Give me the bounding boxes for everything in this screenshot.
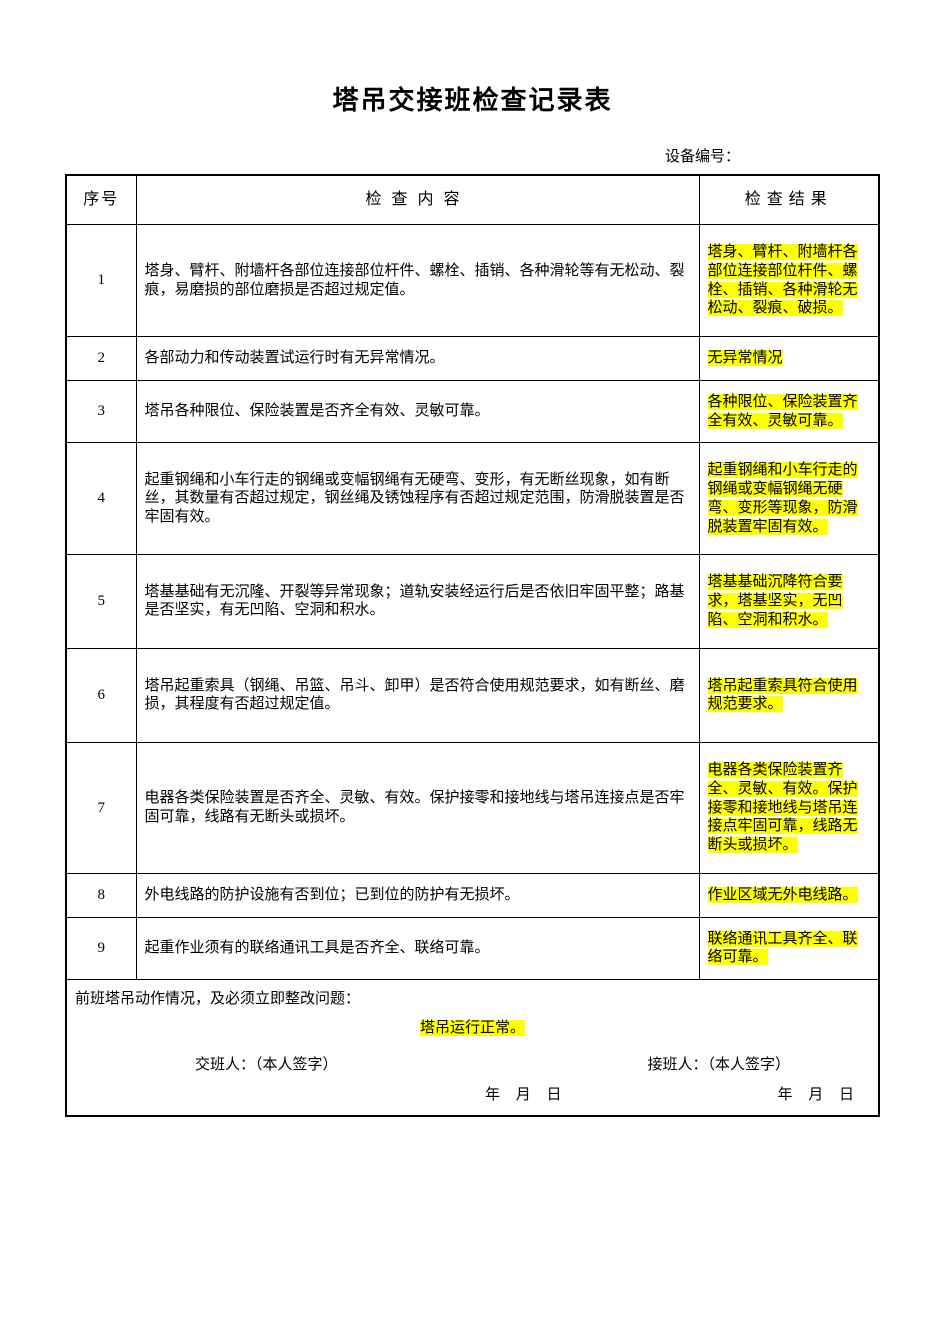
highlight-text: 电器各类保险装置齐全、灵敏、有效。保护接零和接地线与塔吊连接点牢固可靠，线路无断… xyxy=(708,762,858,853)
footer-cell: 前班塔吊动作情况，及必须立即整改问题： 塔吊运行正常。 交班人：（本人签字） 接… xyxy=(66,980,879,1117)
date-label-right: 年 月 日 xyxy=(777,1086,860,1105)
row-no: 3 xyxy=(66,380,136,443)
highlight-text: 塔基基础沉降符合要求，塔基坚实，无凹陷、空洞和积水。 xyxy=(708,574,843,628)
row-content: 外电线路的防护设施有否到位；已到位的防护有无损坏。 xyxy=(136,873,699,917)
highlight-text: 联络通讯工具齐全、联络可靠。 xyxy=(708,931,858,966)
table-row: 6 塔吊起重索具（钢绳、吊篮、吊斗、卸甲）是否符合使用规范要求，如有断丝、磨损，… xyxy=(66,648,879,743)
inspection-table: 序号 检查内容 检查结果 1 塔身、臂杆、附墙杆各部位连接部位杆件、螺栓、插销、… xyxy=(65,174,880,1117)
row-result: 塔身、臂杆、附墙杆各部位连接部位杆件、螺栓、插销、各种滑轮无松动、裂痕、破损。 xyxy=(699,225,879,337)
row-no: 4 xyxy=(66,443,136,555)
table-row: 7 电器各类保险装置是否齐全、灵敏、有效。保护接零和接地线与塔吊连接点是否牢固可… xyxy=(66,743,879,874)
row-result: 各种限位、保险装置齐全有效、灵敏可靠。 xyxy=(699,380,879,443)
header-no: 序号 xyxy=(66,175,136,225)
highlight-text: 起重钢绳和小车行走的钢绳或变幅钢绳无硬弯、变形等现象，防滑脱装置牢固有效。 xyxy=(708,462,858,534)
footer-dates: 年 月 日 年 月 日 xyxy=(75,1086,870,1105)
table-row: 1 塔身、臂杆、附墙杆各部位连接部位杆件、螺栓、插销、各种滑轮等有无松动、裂痕，… xyxy=(66,225,879,337)
highlight-text: 塔身、臂杆、附墙杆各部位连接部位杆件、螺栓、插销、各种滑轮无松动、裂痕、破损。 xyxy=(708,244,858,316)
header-result: 检查结果 xyxy=(699,175,879,225)
row-result: 无异常情况 xyxy=(699,337,879,381)
highlight-text: 塔吊起重索具符合使用规范要求。 xyxy=(708,678,858,713)
footer-status: 塔吊运行正常。 xyxy=(75,1019,870,1038)
row-no: 6 xyxy=(66,648,136,743)
highlight-text: 无异常情况 xyxy=(708,350,783,366)
equipment-number-label: 设备编号： xyxy=(65,145,880,166)
row-result: 联络通讯工具齐全、联络可靠。 xyxy=(699,917,879,980)
header-content: 检查内容 xyxy=(136,175,699,225)
row-no: 1 xyxy=(66,225,136,337)
row-no: 8 xyxy=(66,873,136,917)
table-row: 3 塔吊各种限位、保险装置是否齐全有效、灵敏可靠。 各种限位、保险装置齐全有效、… xyxy=(66,380,879,443)
handover-signature-label: 交班人：（本人签字） xyxy=(195,1056,338,1075)
row-no: 9 xyxy=(66,917,136,980)
row-content: 塔基基础有无沉隆、开裂等异常现象；道轨安装经运行后是否依旧牢固平整；路基是否坚实… xyxy=(136,555,699,648)
table-row: 2 各部动力和传动装置试运行时有无异常情况。 无异常情况 xyxy=(66,337,879,381)
row-content: 塔吊起重索具（钢绳、吊篮、吊斗、卸甲）是否符合使用规范要求，如有断丝、磨损，其程… xyxy=(136,648,699,743)
row-content: 各部动力和传动装置试运行时有无异常情况。 xyxy=(136,337,699,381)
row-result: 电器各类保险装置齐全、灵敏、有效。保护接零和接地线与塔吊连接点牢固可靠，线路无断… xyxy=(699,743,879,874)
table-row: 9 起重作业须有的联络通讯工具是否齐全、联络可靠。 联络通讯工具齐全、联络可靠。 xyxy=(66,917,879,980)
footer-issue-label: 前班塔吊动作情况，及必须立即整改问题： xyxy=(75,990,870,1009)
row-result: 作业区域无外电线路。 xyxy=(699,873,879,917)
footer-row: 前班塔吊动作情况，及必须立即整改问题： 塔吊运行正常。 交班人：（本人签字） 接… xyxy=(66,980,879,1117)
row-result: 起重钢绳和小车行走的钢绳或变幅钢绳无硬弯、变形等现象，防滑脱装置牢固有效。 xyxy=(699,443,879,555)
row-content: 电器各类保险装置是否齐全、灵敏、有效。保护接零和接地线与塔吊连接点是否牢固可靠，… xyxy=(136,743,699,874)
row-no: 2 xyxy=(66,337,136,381)
row-no: 5 xyxy=(66,555,136,648)
row-content: 起重作业须有的联络通讯工具是否齐全、联络可靠。 xyxy=(136,917,699,980)
takeover-signature-label: 接班人：（本人签字） xyxy=(647,1056,790,1075)
table-row: 8 外电线路的防护设施有否到位；已到位的防护有无损坏。 作业区域无外电线路。 xyxy=(66,873,879,917)
row-content: 塔吊各种限位、保险装置是否齐全有效、灵敏可靠。 xyxy=(136,380,699,443)
table-header-row: 序号 检查内容 检查结果 xyxy=(66,175,879,225)
highlight-text: 塔吊运行正常。 xyxy=(420,1020,525,1036)
table-row: 4 起重钢绳和小车行走的钢绳或变幅钢绳有无硬弯、变形，有无断丝现象，如有断丝，其… xyxy=(66,443,879,555)
highlight-text: 各种限位、保险装置齐全有效、灵敏可靠。 xyxy=(708,394,858,429)
page-title: 塔吊交接班检查记录表 xyxy=(65,80,880,117)
footer-signatures: 交班人：（本人签字） 接班人：（本人签字） xyxy=(75,1056,870,1075)
row-content: 塔身、臂杆、附墙杆各部位连接部位杆件、螺栓、插销、各种滑轮等有无松动、裂痕，易磨… xyxy=(136,225,699,337)
row-no: 7 xyxy=(66,743,136,874)
row-result: 塔吊起重索具符合使用规范要求。 xyxy=(699,648,879,743)
highlight-text: 作业区域无外电线路。 xyxy=(708,887,858,903)
row-result: 塔基基础沉降符合要求，塔基坚实，无凹陷、空洞和积水。 xyxy=(699,555,879,648)
date-label-left: 年 月 日 xyxy=(485,1086,568,1105)
table-row: 5 塔基基础有无沉隆、开裂等异常现象；道轨安装经运行后是否依旧牢固平整；路基是否… xyxy=(66,555,879,648)
row-content: 起重钢绳和小车行走的钢绳或变幅钢绳有无硬弯、变形，有无断丝现象，如有断丝，其数量… xyxy=(136,443,699,555)
